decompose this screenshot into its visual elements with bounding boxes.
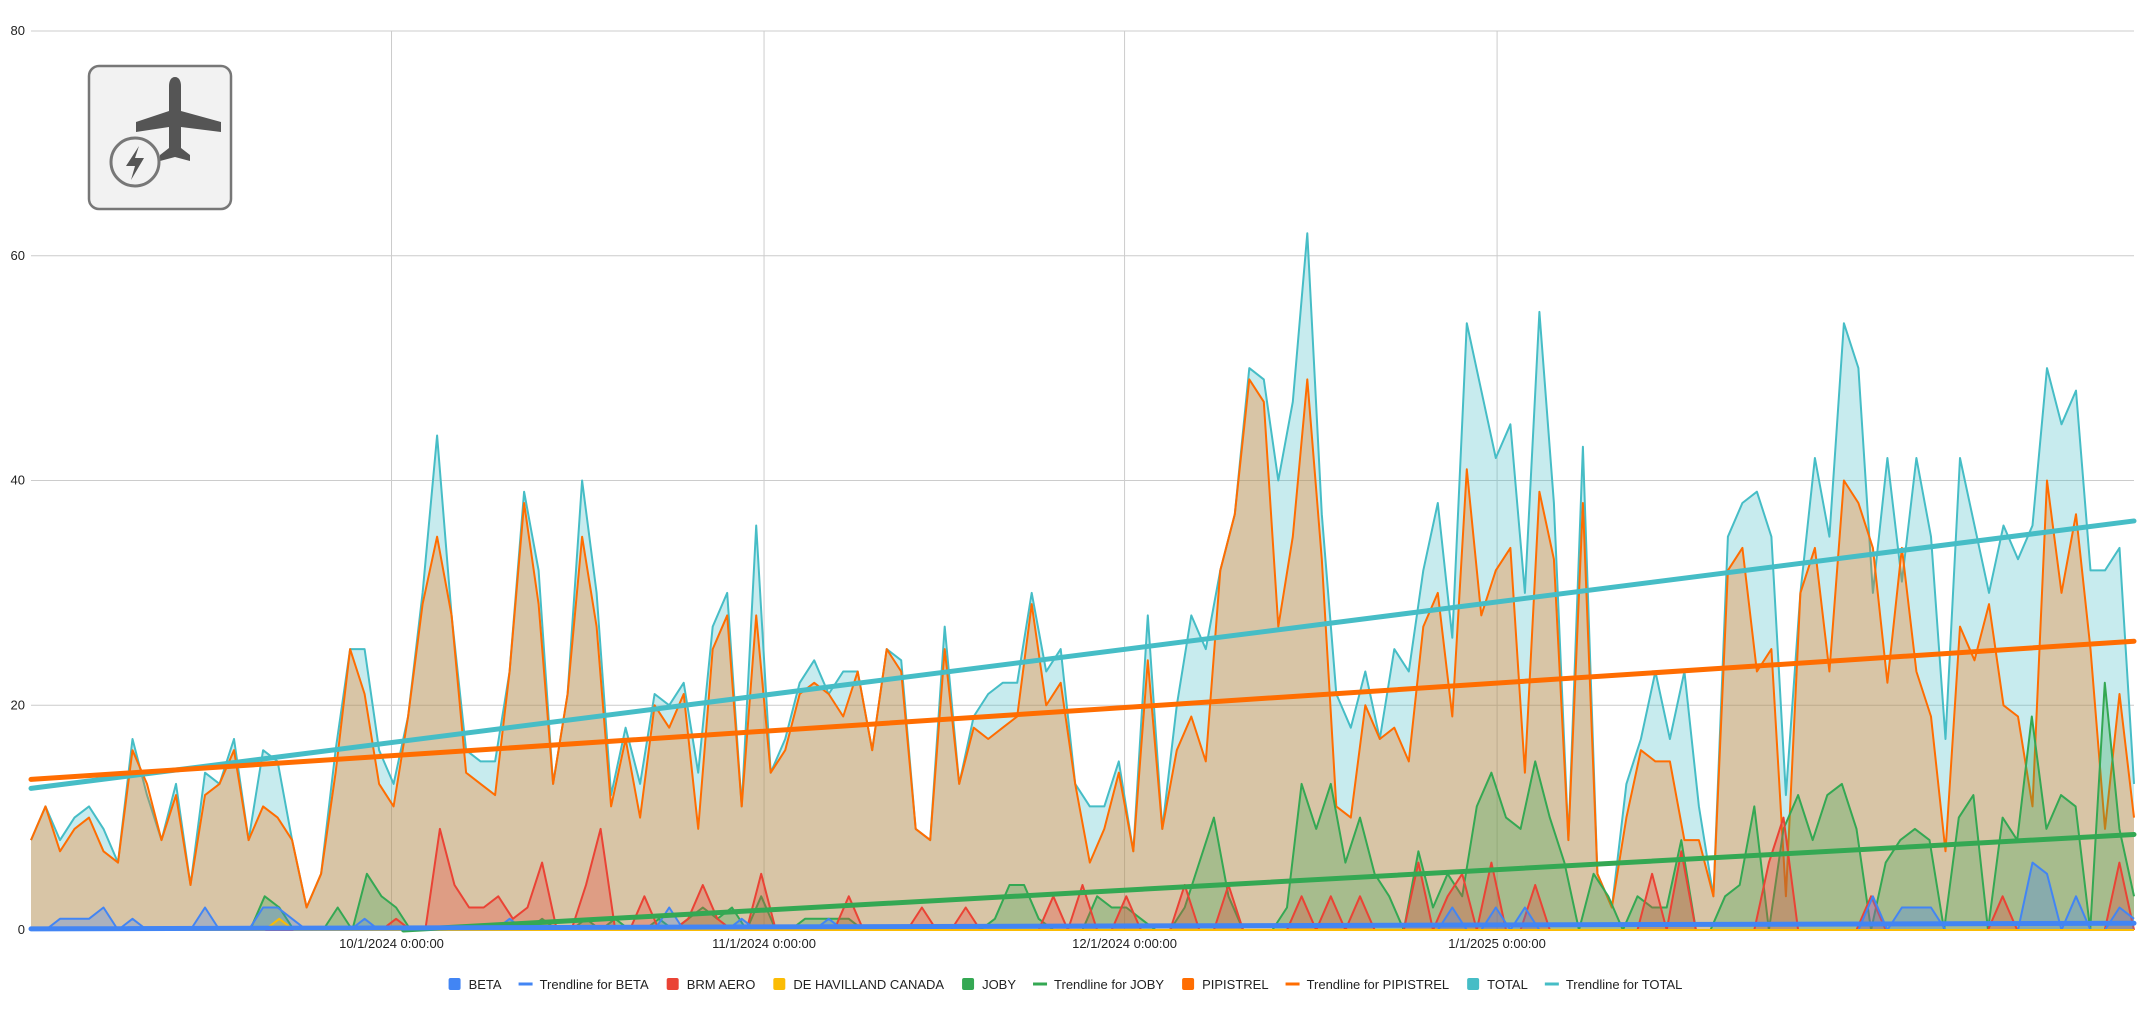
- trendline-for-joby: [401, 831, 2137, 933]
- x-tick-label: 10/1/2024 0:00:00: [339, 936, 444, 951]
- legend-label: DE HAVILLAND CANADA: [793, 977, 944, 992]
- trendline-for-total: [28, 518, 2137, 791]
- legend-label: PIPISTREL: [1202, 977, 1268, 992]
- legend-item[interactable]: PIPISTREL: [1182, 977, 1269, 992]
- x-tick-label: 1/1/2025 0:00:00: [1448, 936, 1546, 951]
- legend-label: JOBY: [982, 977, 1016, 992]
- trendline-for-pipistrel: [28, 638, 2137, 782]
- legend-item[interactable]: Trendline for PIPISTREL: [1285, 977, 1450, 992]
- legend-item[interactable]: JOBY: [962, 977, 1016, 992]
- legend-swatch: [1544, 982, 1559, 986]
- legend-swatch: [1285, 982, 1300, 986]
- legend-label: Trendline for TOTAL: [1566, 977, 1683, 992]
- legend-label: BETA: [469, 977, 502, 992]
- legend-swatch: [773, 978, 786, 990]
- legend-item[interactable]: Trendline for JOBY: [1033, 977, 1164, 992]
- lightning-bolt-icon: [109, 136, 161, 188]
- legend-swatch: [518, 982, 533, 986]
- legend-swatch: [1467, 978, 1480, 990]
- legend-item[interactable]: Trendline for TOTAL: [1544, 977, 1683, 992]
- legend-item[interactable]: Trendline for BETA: [518, 977, 649, 992]
- y-tick-label: 0: [18, 922, 25, 937]
- legend-swatch: [448, 978, 461, 990]
- legend-item[interactable]: BRM AERO: [666, 977, 756, 992]
- trendlines: [28, 518, 2137, 933]
- area-fill-pipistrel: [31, 379, 2134, 930]
- legend-label: TOTAL: [1487, 977, 1528, 992]
- axis-plane-icon: [87, 64, 233, 211]
- series-areas: [30, 232, 2135, 931]
- y-tick-label: 20: [11, 697, 25, 712]
- area-fill-brm-aero: [31, 817, 2134, 930]
- y-tick-label: 80: [11, 23, 25, 38]
- legend-label: Trendline for BETA: [540, 977, 649, 992]
- x-axis-ticks: 10/1/2024 0:00:00 11/1/2024 0:00:00 12/1…: [339, 936, 1546, 951]
- legend-swatch: [1033, 982, 1048, 986]
- legend-swatch: [962, 978, 975, 990]
- y-tick-label: 40: [11, 473, 25, 488]
- x-tick-label: 12/1/2024 0:00:00: [1072, 936, 1177, 951]
- legend-label: Trendline for JOBY: [1054, 977, 1164, 992]
- legend-label: BRM AERO: [687, 977, 756, 992]
- legend: BETA Trendline for BETA BRM AERO DE HAVI…: [448, 977, 1683, 992]
- area-fill-joby: [31, 682, 2134, 930]
- area-fill-total: [31, 233, 2134, 931]
- legend-item[interactable]: TOTAL: [1467, 977, 1528, 992]
- legend-item[interactable]: DE HAVILLAND CANADA: [773, 977, 944, 992]
- legend-item[interactable]: BETA: [448, 977, 502, 992]
- legend-label: Trendline for PIPISTREL: [1307, 977, 1450, 992]
- legend-swatch: [1182, 978, 1195, 990]
- airplane-icon: [136, 77, 221, 161]
- y-tick-label: 60: [11, 248, 25, 263]
- x-tick-label: 11/1/2024 0:00:00: [712, 936, 816, 951]
- legend-swatch: [666, 978, 679, 990]
- y-axis-ticks: 0 20 40 60 80: [11, 23, 25, 937]
- trendline-for-beta: [28, 920, 2137, 932]
